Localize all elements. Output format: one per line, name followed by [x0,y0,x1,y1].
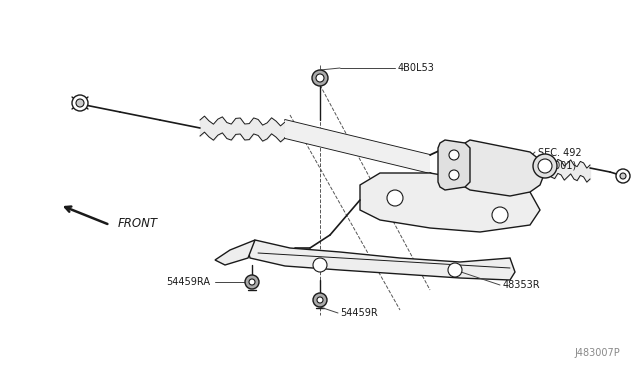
Polygon shape [438,140,470,190]
Circle shape [387,190,403,206]
Text: 54459RA: 54459RA [166,277,210,287]
Polygon shape [360,173,540,232]
Polygon shape [285,120,430,173]
Circle shape [72,95,88,111]
Polygon shape [248,240,515,280]
Circle shape [533,154,557,178]
Circle shape [312,70,328,86]
Circle shape [448,263,462,277]
Circle shape [317,297,323,303]
Circle shape [313,293,327,307]
Circle shape [313,258,327,272]
Circle shape [449,150,459,160]
Circle shape [249,279,255,285]
Text: SEC. 492
(49001): SEC. 492 (49001) [538,148,582,170]
Text: J483007P: J483007P [574,348,620,358]
Circle shape [538,159,552,173]
Circle shape [76,99,84,107]
Circle shape [316,74,324,82]
Circle shape [449,170,459,180]
Text: FRONT: FRONT [118,217,158,230]
Circle shape [620,173,626,179]
Polygon shape [215,240,255,265]
Text: 4B0L53: 4B0L53 [398,63,435,73]
Text: 48353R: 48353R [503,280,541,290]
Circle shape [245,275,259,289]
Polygon shape [465,140,545,196]
Text: 54459R: 54459R [340,308,378,318]
Circle shape [616,169,630,183]
Circle shape [492,207,508,223]
